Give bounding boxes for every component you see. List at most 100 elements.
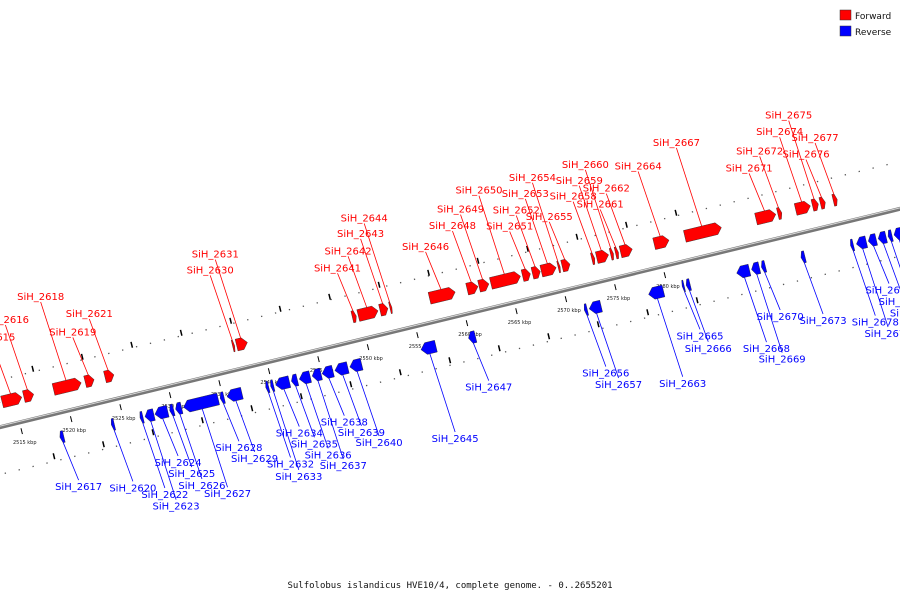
forward-gene[interactable] — [755, 210, 776, 225]
kbp-tick — [120, 404, 121, 410]
reverse-gene[interactable] — [752, 262, 761, 275]
reverse-gene[interactable] — [682, 280, 686, 292]
forward-gene[interactable] — [351, 311, 356, 323]
gene-label: SiH_2665 — [676, 331, 723, 342]
guide-marker — [428, 270, 429, 276]
forward-gene[interactable] — [231, 340, 235, 352]
forward-gene[interactable] — [683, 223, 721, 242]
gene-label: SiH_2664 — [615, 162, 662, 173]
reverse-gene[interactable] — [335, 362, 349, 376]
label-leader — [0, 343, 11, 394]
forward-gene[interactable] — [811, 199, 818, 211]
reverse-gene[interactable] — [227, 387, 243, 401]
kbp-tick — [169, 392, 170, 398]
forward-gene[interactable] — [478, 279, 489, 292]
guide-marker — [477, 258, 478, 264]
forward-gene[interactable] — [540, 263, 556, 277]
reverse-gene[interactable] — [291, 374, 298, 386]
label-leader — [284, 389, 299, 426]
reverse-gene[interactable] — [737, 264, 751, 278]
label-leader — [638, 172, 660, 237]
forward-gene[interactable] — [104, 370, 114, 383]
kbp-tick — [664, 272, 665, 278]
gene-label: SiH_2650 — [455, 186, 502, 197]
forward-gene[interactable] — [357, 306, 378, 321]
gene-label: SiH_2671 — [726, 163, 773, 174]
reverse-gene[interactable] — [856, 236, 867, 249]
gene-label: SiH_2619 — [49, 327, 96, 338]
gene-label: SiH_2651 — [486, 221, 533, 232]
forward-gene[interactable] — [590, 253, 594, 265]
label-leader — [804, 263, 823, 314]
guide-marker — [230, 318, 231, 324]
forward-gene[interactable] — [521, 269, 530, 282]
gene-label: SiH_2676 — [782, 150, 829, 161]
forward-gene[interactable] — [52, 378, 81, 395]
reverse-gene[interactable] — [850, 239, 854, 251]
label-leader — [224, 404, 239, 441]
forward-gene[interactable] — [619, 244, 632, 257]
forward-gene[interactable] — [819, 197, 825, 209]
guide-marker — [301, 393, 302, 399]
gene-label: SiH_2615 — [0, 333, 15, 344]
forward-gene[interactable] — [379, 303, 388, 316]
gene-label: SiH_2662 — [583, 184, 630, 195]
gene-label: SiH_2653 — [502, 189, 549, 200]
forward-gene[interactable] — [614, 247, 619, 259]
forward-gene[interactable] — [794, 201, 810, 215]
reverse-gene[interactable] — [184, 393, 220, 412]
label-leader — [510, 231, 525, 268]
label-leader — [338, 273, 353, 310]
reverse-gene[interactable] — [584, 304, 589, 316]
reverse-gene[interactable] — [589, 300, 602, 313]
gene-label: SiH_2673 — [799, 316, 846, 327]
reverse-gene[interactable] — [649, 285, 665, 299]
forward-gene[interactable] — [595, 250, 608, 263]
forward-gene[interactable] — [653, 236, 669, 250]
kbp-tick-label: 2515 kbp — [13, 440, 37, 446]
forward-gene[interactable] — [609, 248, 613, 260]
kbp-tick-label: 2550 kbp — [359, 356, 383, 362]
forward-gene[interactable] — [235, 338, 247, 351]
forward-gene[interactable] — [428, 287, 455, 304]
label-leader — [749, 173, 764, 210]
kbp-tick — [417, 332, 418, 338]
reverse-gene[interactable] — [155, 405, 169, 419]
gene-label: SiH_2661 — [577, 200, 624, 211]
reverse-gene[interactable] — [421, 340, 437, 354]
reverse-gene[interactable] — [888, 230, 893, 242]
forward-gene[interactable] — [489, 272, 520, 290]
reverse-gene[interactable] — [801, 251, 806, 263]
forward-gene[interactable] — [557, 261, 561, 273]
gene-label: SiH_2646 — [402, 242, 449, 253]
guide-marker — [251, 405, 252, 411]
kbp-tick-label: 2570 kbp — [557, 308, 581, 314]
forward-gene[interactable] — [561, 259, 570, 272]
guide-marker — [131, 342, 132, 348]
guide-marker — [449, 357, 450, 363]
reverse-gene[interactable] — [140, 411, 145, 423]
gene-label: SiH_2663 — [659, 379, 706, 390]
forward-gene[interactable] — [1, 393, 22, 408]
reverse-gene[interactable] — [894, 227, 900, 240]
forward-gene[interactable] — [389, 302, 393, 314]
gene-label: SiH_2654 — [509, 173, 556, 184]
reverse-gene[interactable] — [761, 260, 766, 272]
reverse-gene[interactable] — [145, 409, 155, 422]
reverse-gene[interactable] — [686, 279, 691, 291]
reverse-gene[interactable] — [878, 231, 887, 244]
kbp-tick — [466, 320, 467, 326]
guide-marker — [548, 333, 549, 339]
forward-gene[interactable] — [466, 282, 478, 295]
forward-gene[interactable] — [832, 194, 837, 206]
forward-gene[interactable] — [776, 207, 781, 219]
forward-gene[interactable] — [22, 390, 33, 403]
gene-label: SiH_2677 — [792, 133, 839, 144]
forward-gene[interactable] — [531, 266, 540, 279]
forward-gene[interactable] — [84, 375, 94, 388]
label-leader — [473, 343, 488, 380]
reverse-gene[interactable] — [276, 376, 291, 390]
guide-marker — [576, 234, 577, 240]
reverse-gene[interactable] — [868, 234, 877, 247]
gene-label: SiH_2668 — [743, 344, 790, 355]
